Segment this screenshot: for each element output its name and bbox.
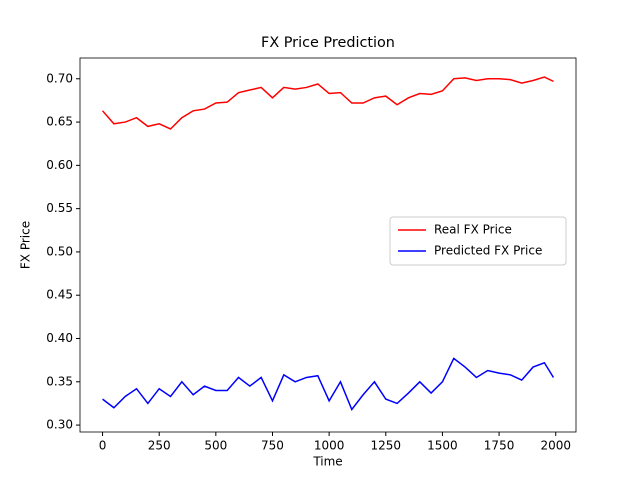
legend-label: Real FX Price [434,223,512,237]
x-tick-label: 0 [99,439,107,453]
y-axis-label: FX Price [19,221,33,269]
plot-frame [79,57,577,433]
data-line [102,357,555,411]
x-tick-label: 750 [261,439,284,453]
y-tick-label: 0.70 [46,71,73,85]
x-tick-label: 1500 [427,439,458,453]
y-tick-label: 0.35 [46,374,73,388]
x-tick-label: 250 [148,439,171,453]
legend-box [389,216,567,266]
y-tick-label: 0.30 [46,418,73,432]
y-tick-label: 0.60 [46,158,73,172]
y-tick-label: 0.55 [46,201,73,215]
y-tick-label: 0.40 [46,331,73,345]
y-tick-label: 0.45 [46,288,73,302]
x-tick-label: 500 [204,439,227,453]
y-tick-label: 0.50 [46,244,73,258]
x-tick-label: 1000 [314,439,345,453]
x-tick-label: 1750 [484,439,515,453]
legend-label: Predicted FX Price [434,244,542,258]
x-tick-label: 2000 [540,439,571,453]
x-tick-label: 1250 [371,439,402,453]
chart-title: FX Price Prediction [261,35,395,51]
x-axis-label: Time [312,455,342,469]
data-line [101,76,554,130]
y-tick-label: 0.65 [46,115,73,129]
